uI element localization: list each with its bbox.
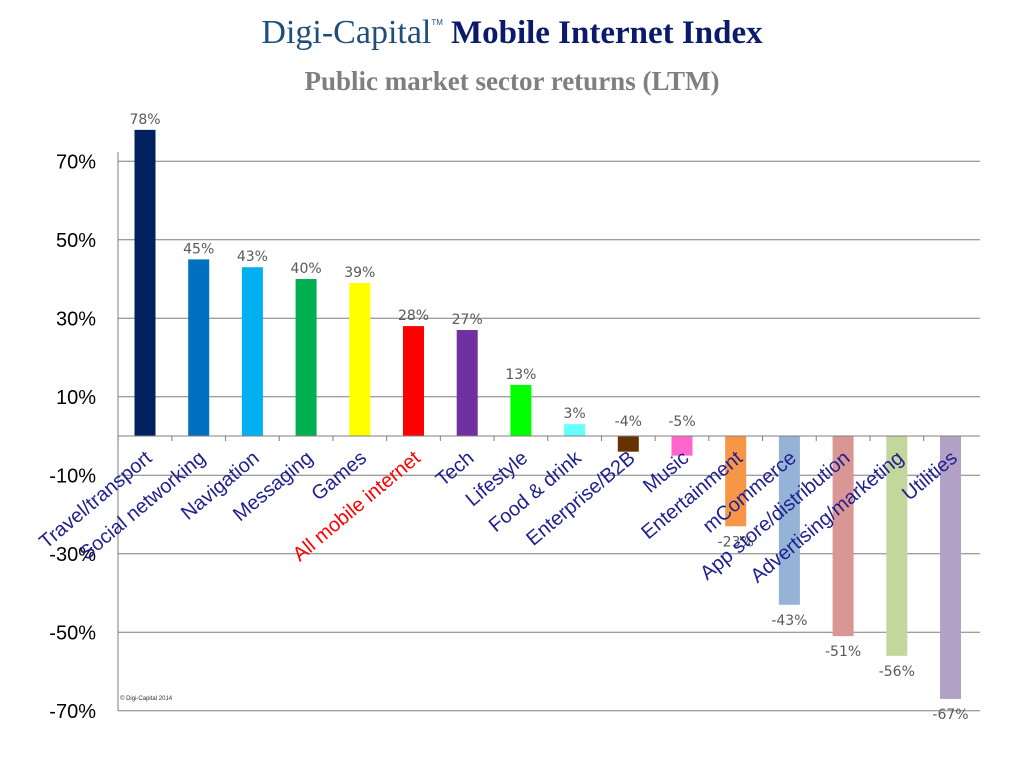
- bars: [134, 129, 961, 699]
- y-tick-labels: 70% 50% 30% 10% -10% -30% -50% -70%: [49, 151, 96, 723]
- y-tick-label: 30%: [56, 308, 96, 330]
- data-label: -23%: [718, 534, 754, 550]
- data-label: 43%: [237, 249, 268, 265]
- y-tick-label: -70%: [49, 701, 96, 723]
- data-label: 78%: [129, 112, 160, 128]
- trademark-mark: TM: [431, 18, 443, 27]
- bar: [886, 436, 908, 656]
- bar: [456, 330, 478, 436]
- data-label: -56%: [879, 664, 915, 680]
- bar: [940, 436, 961, 699]
- data-label: -67%: [932, 707, 968, 723]
- data-label: -5%: [668, 414, 695, 430]
- bar: [188, 259, 210, 436]
- data-label: 45%: [183, 241, 214, 257]
- bar: [725, 436, 747, 527]
- data-label: 39%: [344, 265, 375, 281]
- bar: [617, 436, 639, 452]
- bar: [403, 326, 424, 436]
- bar: [134, 129, 156, 436]
- y-tick-label: -30%: [49, 544, 96, 566]
- y-tick-label: 10%: [56, 387, 96, 409]
- bar: [671, 436, 693, 456]
- axes: [117, 152, 980, 711]
- y-tick-label: -10%: [49, 465, 96, 487]
- bar: [832, 436, 854, 637]
- y-tick-label: 70%: [56, 151, 96, 173]
- brand-logo: Digi-Capital: [261, 14, 432, 51]
- data-label: 28%: [398, 308, 429, 324]
- bar: [295, 279, 317, 436]
- data-label: 3%: [563, 406, 585, 422]
- data-label: -43%: [771, 613, 807, 629]
- value-labels: 78% 45% 43% 40% 39% 28% 27% 13% 3% -4% -5% -23% -43%…: [129, 112, 968, 723]
- data-label: 40%: [291, 261, 322, 277]
- data-label: -4%: [615, 414, 642, 430]
- category-label: Tech: [432, 447, 479, 491]
- bar: [241, 267, 263, 436]
- data-label: 27%: [452, 312, 483, 328]
- bar: [564, 424, 586, 436]
- chart-title: Public market sector returns (LTM): [304, 66, 720, 96]
- bar: [510, 384, 532, 436]
- copyright-text: © Digi-Capital 2014: [120, 695, 173, 702]
- chart-header: Digi-CapitalTM Mobile Internet Index: [0, 14, 1024, 52]
- bar: [778, 436, 800, 605]
- y-tick-label: 50%: [56, 230, 96, 252]
- data-label: 13%: [505, 367, 536, 383]
- data-label: -51%: [825, 644, 861, 660]
- page-title: Mobile Internet Index: [450, 15, 763, 51]
- y-tick-label: -50%: [49, 622, 96, 644]
- bar: [349, 282, 371, 436]
